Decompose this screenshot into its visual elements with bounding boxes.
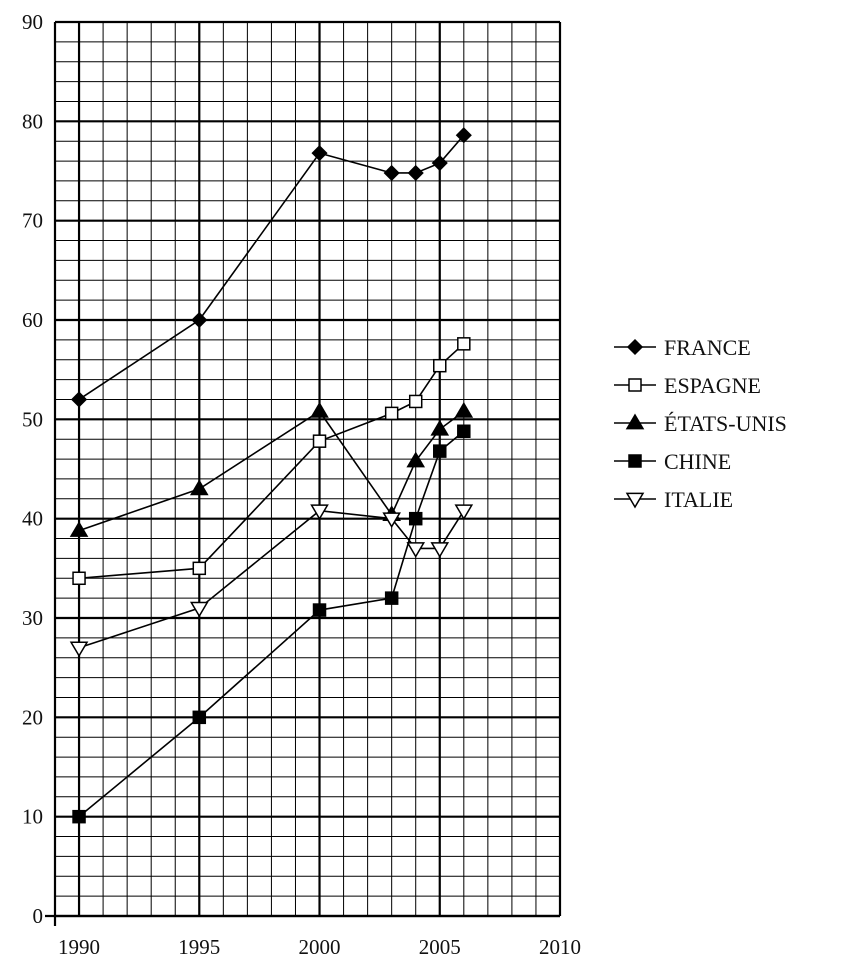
data-point-france (191, 311, 208, 329)
y-tick-label: 10 (22, 805, 43, 829)
y-tick-label: 20 (22, 705, 43, 729)
data-point-chine (312, 603, 327, 617)
data-point-etats-unis (430, 419, 450, 436)
data-point-etats-unis (310, 401, 329, 418)
legend-label-chine: CHINE (664, 449, 731, 474)
data-point-chine (384, 591, 399, 605)
data-point-espagne (457, 337, 471, 351)
data-point-chine (408, 511, 423, 526)
x-tick-label: 1990 (58, 935, 100, 959)
data-point-france (70, 391, 88, 408)
data-point-italie (69, 641, 89, 658)
data-point-france (431, 154, 448, 172)
data-point-etats-unis (406, 451, 426, 468)
data-point-france (407, 164, 424, 182)
legend-label-france: FRANCE (664, 335, 751, 360)
x-tick-labels: 1990 1995 2000 2005 2010 (58, 935, 581, 959)
data-point-france (311, 145, 328, 162)
data-point-espagne (72, 571, 86, 586)
data-point-chine (72, 809, 86, 824)
data-point-france (455, 127, 472, 144)
y-tick-label: 90 (22, 10, 43, 34)
x-tick-label: 1995 (178, 935, 220, 959)
data-point-italie (430, 542, 450, 558)
data-point-italie (189, 601, 209, 618)
y-tick-label: 60 (22, 308, 43, 332)
data-point-italie (310, 504, 329, 521)
legend-label-espagne: ESPAGNE (664, 373, 761, 398)
y-tick-label: 0 (33, 904, 44, 928)
y-tick-labels: 0 10 20 30 40 50 60 70 80 90 (22, 10, 43, 928)
legend: FRANCE ESPAGNE ÉTATS-UNIS CHINE ITALIE (614, 335, 787, 512)
legend-label-italie: ITALIE (664, 487, 733, 512)
data-point-etats-unis (69, 521, 89, 537)
x-tick-label: 2005 (419, 935, 461, 959)
data-point-espagne (408, 394, 423, 409)
legend-marker-france (626, 338, 644, 356)
legend-marker-etats-unis (625, 413, 645, 430)
data-point-chine (192, 710, 207, 725)
x-tick-label: 2010 (539, 935, 581, 959)
x-tick-label: 2000 (299, 935, 341, 959)
legend-marker-chine (628, 454, 642, 468)
y-tick-label: 50 (22, 407, 43, 431)
data-point-italie (454, 504, 474, 521)
data-point-chine (433, 444, 447, 458)
y-tick-label: 30 (22, 606, 43, 630)
data-point-france (383, 164, 400, 182)
legend-label-etats-unis: ÉTATS-UNIS (664, 411, 787, 436)
legend-marker-italie (625, 492, 645, 509)
series-markers (69, 127, 474, 824)
data-point-espagne (192, 561, 207, 576)
data-point-etats-unis (454, 401, 474, 418)
data-point-chine (457, 424, 471, 439)
major-gridlines (55, 20, 562, 918)
data-point-italie (382, 512, 401, 529)
legend-marker-espagne (628, 378, 642, 392)
data-point-espagne (312, 434, 327, 448)
minor-gridlines (54, 22, 560, 916)
y-tick-label: 80 (22, 109, 43, 133)
data-point-italie (406, 542, 426, 558)
y-tick-label: 70 (22, 209, 43, 233)
data-point-espagne (384, 406, 399, 421)
data-point-etats-unis (189, 479, 209, 496)
data-point-espagne (433, 358, 447, 373)
axes (45, 22, 560, 926)
y-tick-label: 40 (22, 507, 43, 531)
